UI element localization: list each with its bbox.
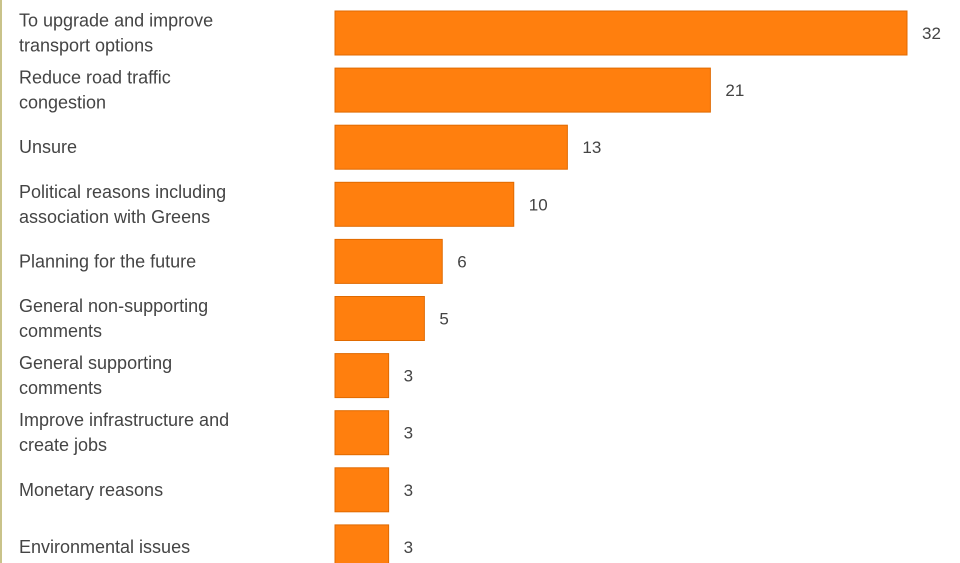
bar [334,10,908,56]
category-label: General non-supporting comments [19,296,208,341]
category-label-line: Unsure [19,137,77,157]
bars-group [334,10,908,563]
category-label-line: Political reasons including [19,182,226,202]
category-label: Monetary reasons [19,480,163,500]
category-label-line: Monetary reasons [19,480,163,500]
category-label: To upgrade and improve transport options [19,11,213,56]
value-labels-group: 32 21 13 10 6 5 3 3 3 3 [404,24,941,557]
bar [334,467,390,513]
bar [334,124,568,170]
category-label-line: Environmental issues [19,537,190,557]
category-label-line: General non-supporting [19,296,208,316]
category-label: Planning for the future [19,251,196,271]
category-label-line: congestion [19,93,106,113]
bar [334,353,390,399]
category-label: Unsure [19,137,77,157]
category-label: Reduce road traffic congestion [19,68,171,113]
bar [334,238,443,284]
category-label-line: To upgrade and improve [19,11,213,31]
category-label: General supporting comments [19,353,172,398]
bar [334,181,515,227]
category-label-line: comments [19,378,102,398]
bar [334,410,390,456]
category-label: Political reasons including association w… [19,182,226,227]
category-label-line: comments [19,321,102,341]
category-label-line: create jobs [19,435,107,455]
bar [334,524,390,563]
bar [334,67,711,113]
bar-value-label: 13 [582,138,601,157]
bar-value-label: 21 [725,81,744,100]
bar-value-label: 3 [404,481,413,500]
bar-value-label: 32 [922,24,941,43]
bar [334,296,425,341]
category-label-line: Planning for the future [19,251,196,271]
category-label-line: transport options [19,36,153,56]
category-label-line: association with Greens [19,207,210,227]
bar-value-label: 3 [404,538,413,557]
category-label: Improve infrastructure and create jobs [19,410,229,455]
category-label-line: Improve infrastructure and [19,410,229,430]
bar-value-label: 6 [457,252,466,271]
category-label-line: General supporting [19,353,172,373]
category-labels-group: To upgrade and improve transport options R… [19,11,229,557]
bar-value-label: 3 [404,367,413,386]
bar-value-label: 10 [529,195,548,214]
category-label: Environmental issues [19,537,190,557]
bar-value-label: 3 [404,424,413,443]
bar-value-label: 5 [439,310,448,329]
category-label-line: Reduce road traffic [19,68,171,88]
